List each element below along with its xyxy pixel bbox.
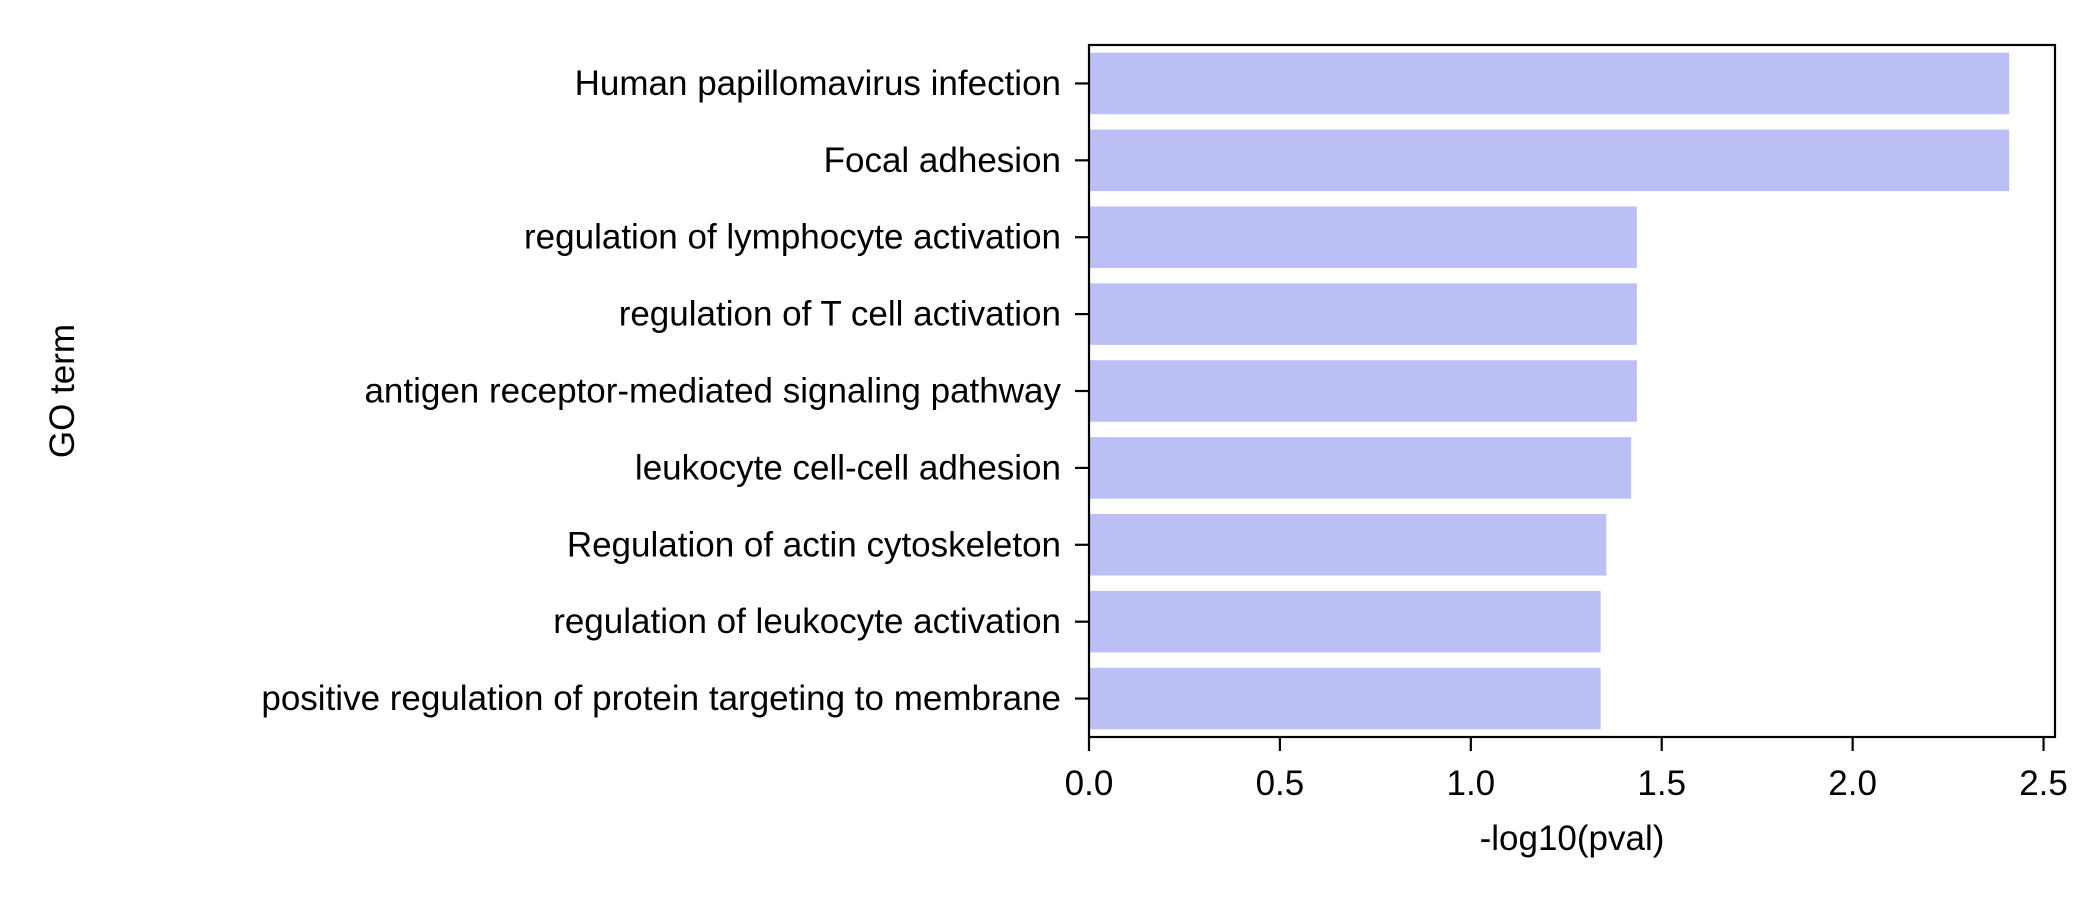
bar [1089,514,1607,576]
bar [1089,283,1637,345]
bars-group [1089,52,2010,730]
bar [1089,206,1637,268]
x-axis-ticks: 0.0 0.5 1.0 1.5 2.0 2.5 [1065,737,2068,803]
x-tick-label: 2.5 [2019,764,2068,803]
x-tick-label: 1.0 [1446,764,1495,803]
x-tick-label: 0.5 [1256,764,1305,803]
bar [1089,360,1637,422]
y-tick-label: leukocyte cell-cell adhesion [635,448,1061,487]
y-tick-label: Regulation of actin cytoskeleton [567,525,1061,564]
x-axis-label: -log10(pval) [1480,819,1665,858]
y-tick-label: positive regulation of protein targeting… [261,679,1061,718]
x-tick-label: 0.0 [1065,764,1114,803]
bar [1089,437,1632,499]
y-tick-label: Human papillomavirus infection [575,64,1061,103]
bar [1089,590,1601,653]
y-tick-label: regulation of lymphocyte activation [524,218,1061,257]
x-tick-label: 2.0 [1828,764,1877,803]
bar [1089,52,2010,115]
y-axis-label: GO term [43,324,82,458]
y-tick-label: regulation of leukocyte activation [553,602,1061,641]
bar [1089,667,1601,730]
bar [1089,129,2010,192]
y-tick-label: regulation of T cell activation [619,295,1061,334]
plot-frame [1087,43,2057,739]
x-tick-label: 1.5 [1637,764,1686,803]
y-tick-label: Focal adhesion [824,141,1061,180]
y-axis-ticks: Human papillomavirus infection Focal adhe… [261,64,1089,718]
y-tick-label: antigen receptor-mediated signaling path… [364,372,1061,411]
